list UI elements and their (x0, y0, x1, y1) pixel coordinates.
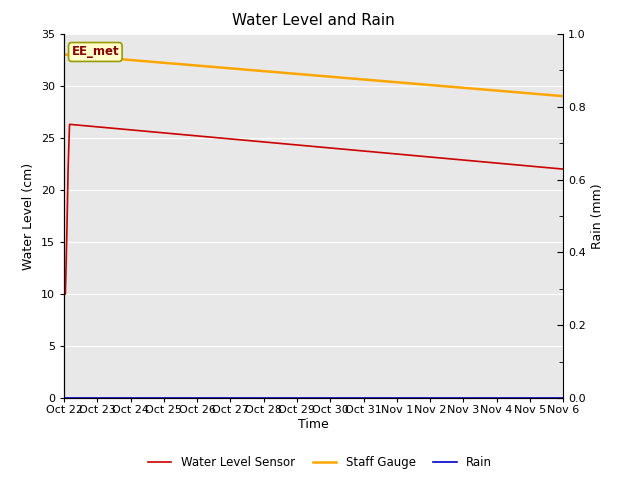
Staff Gauge (372, 78, 380, 84)
Staff Gauge (74, 53, 82, 59)
Staff Gauge (344, 75, 352, 81)
Staff Gauge (499, 88, 506, 94)
Rain (361, 396, 369, 401)
Rain (344, 396, 352, 401)
Rain (153, 396, 161, 401)
Y-axis label: Water Level (cm): Water Level (cm) (22, 162, 35, 270)
Water Level Sensor (60, 291, 68, 297)
Rain (74, 396, 82, 401)
Staff Gauge (60, 51, 68, 57)
Staff Gauge (361, 77, 369, 83)
Staff Gauge (153, 60, 161, 65)
X-axis label: Time: Time (298, 418, 329, 431)
Water Level Sensor (559, 166, 567, 172)
Rain (60, 396, 68, 401)
Water Level Sensor (346, 147, 353, 153)
Legend: Water Level Sensor, Staff Gauge, Rain: Water Level Sensor, Staff Gauge, Rain (143, 452, 497, 474)
Y-axis label: Rain (mm): Rain (mm) (591, 183, 604, 249)
Rain (559, 396, 567, 401)
Water Level Sensor (154, 130, 162, 135)
Line: Staff Gauge: Staff Gauge (64, 54, 563, 96)
Water Level Sensor (362, 148, 370, 154)
Water Level Sensor (76, 122, 83, 128)
Text: EE_met: EE_met (72, 46, 119, 59)
Rain (499, 396, 506, 401)
Title: Water Level and Rain: Water Level and Rain (232, 13, 395, 28)
Water Level Sensor (66, 121, 74, 127)
Line: Water Level Sensor: Water Level Sensor (64, 124, 563, 294)
Water Level Sensor (374, 149, 381, 155)
Rain (372, 396, 380, 401)
Staff Gauge (559, 93, 567, 99)
Water Level Sensor (500, 161, 508, 167)
